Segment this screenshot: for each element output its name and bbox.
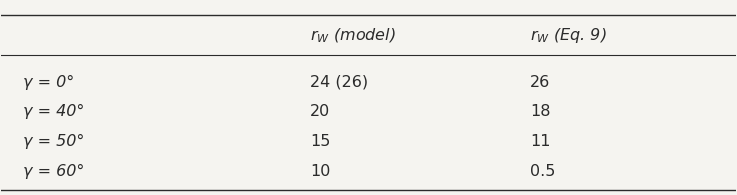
Text: γ = 50°: γ = 50° <box>24 134 85 149</box>
Text: 10: 10 <box>310 164 330 179</box>
Text: 26: 26 <box>530 75 551 90</box>
Text: γ = 40°: γ = 40° <box>24 104 85 119</box>
Text: $r_W$ (Eq. 9): $r_W$ (Eq. 9) <box>530 27 607 45</box>
Text: 0.5: 0.5 <box>530 164 556 179</box>
Text: 20: 20 <box>310 104 330 119</box>
Text: 18: 18 <box>530 104 551 119</box>
Text: $r_W$ (model): $r_W$ (model) <box>310 27 396 45</box>
Text: 15: 15 <box>310 134 330 149</box>
Text: γ = 0°: γ = 0° <box>24 75 74 90</box>
Text: 11: 11 <box>530 134 551 149</box>
Text: 24 (26): 24 (26) <box>310 75 368 90</box>
Text: γ = 60°: γ = 60° <box>24 164 85 179</box>
